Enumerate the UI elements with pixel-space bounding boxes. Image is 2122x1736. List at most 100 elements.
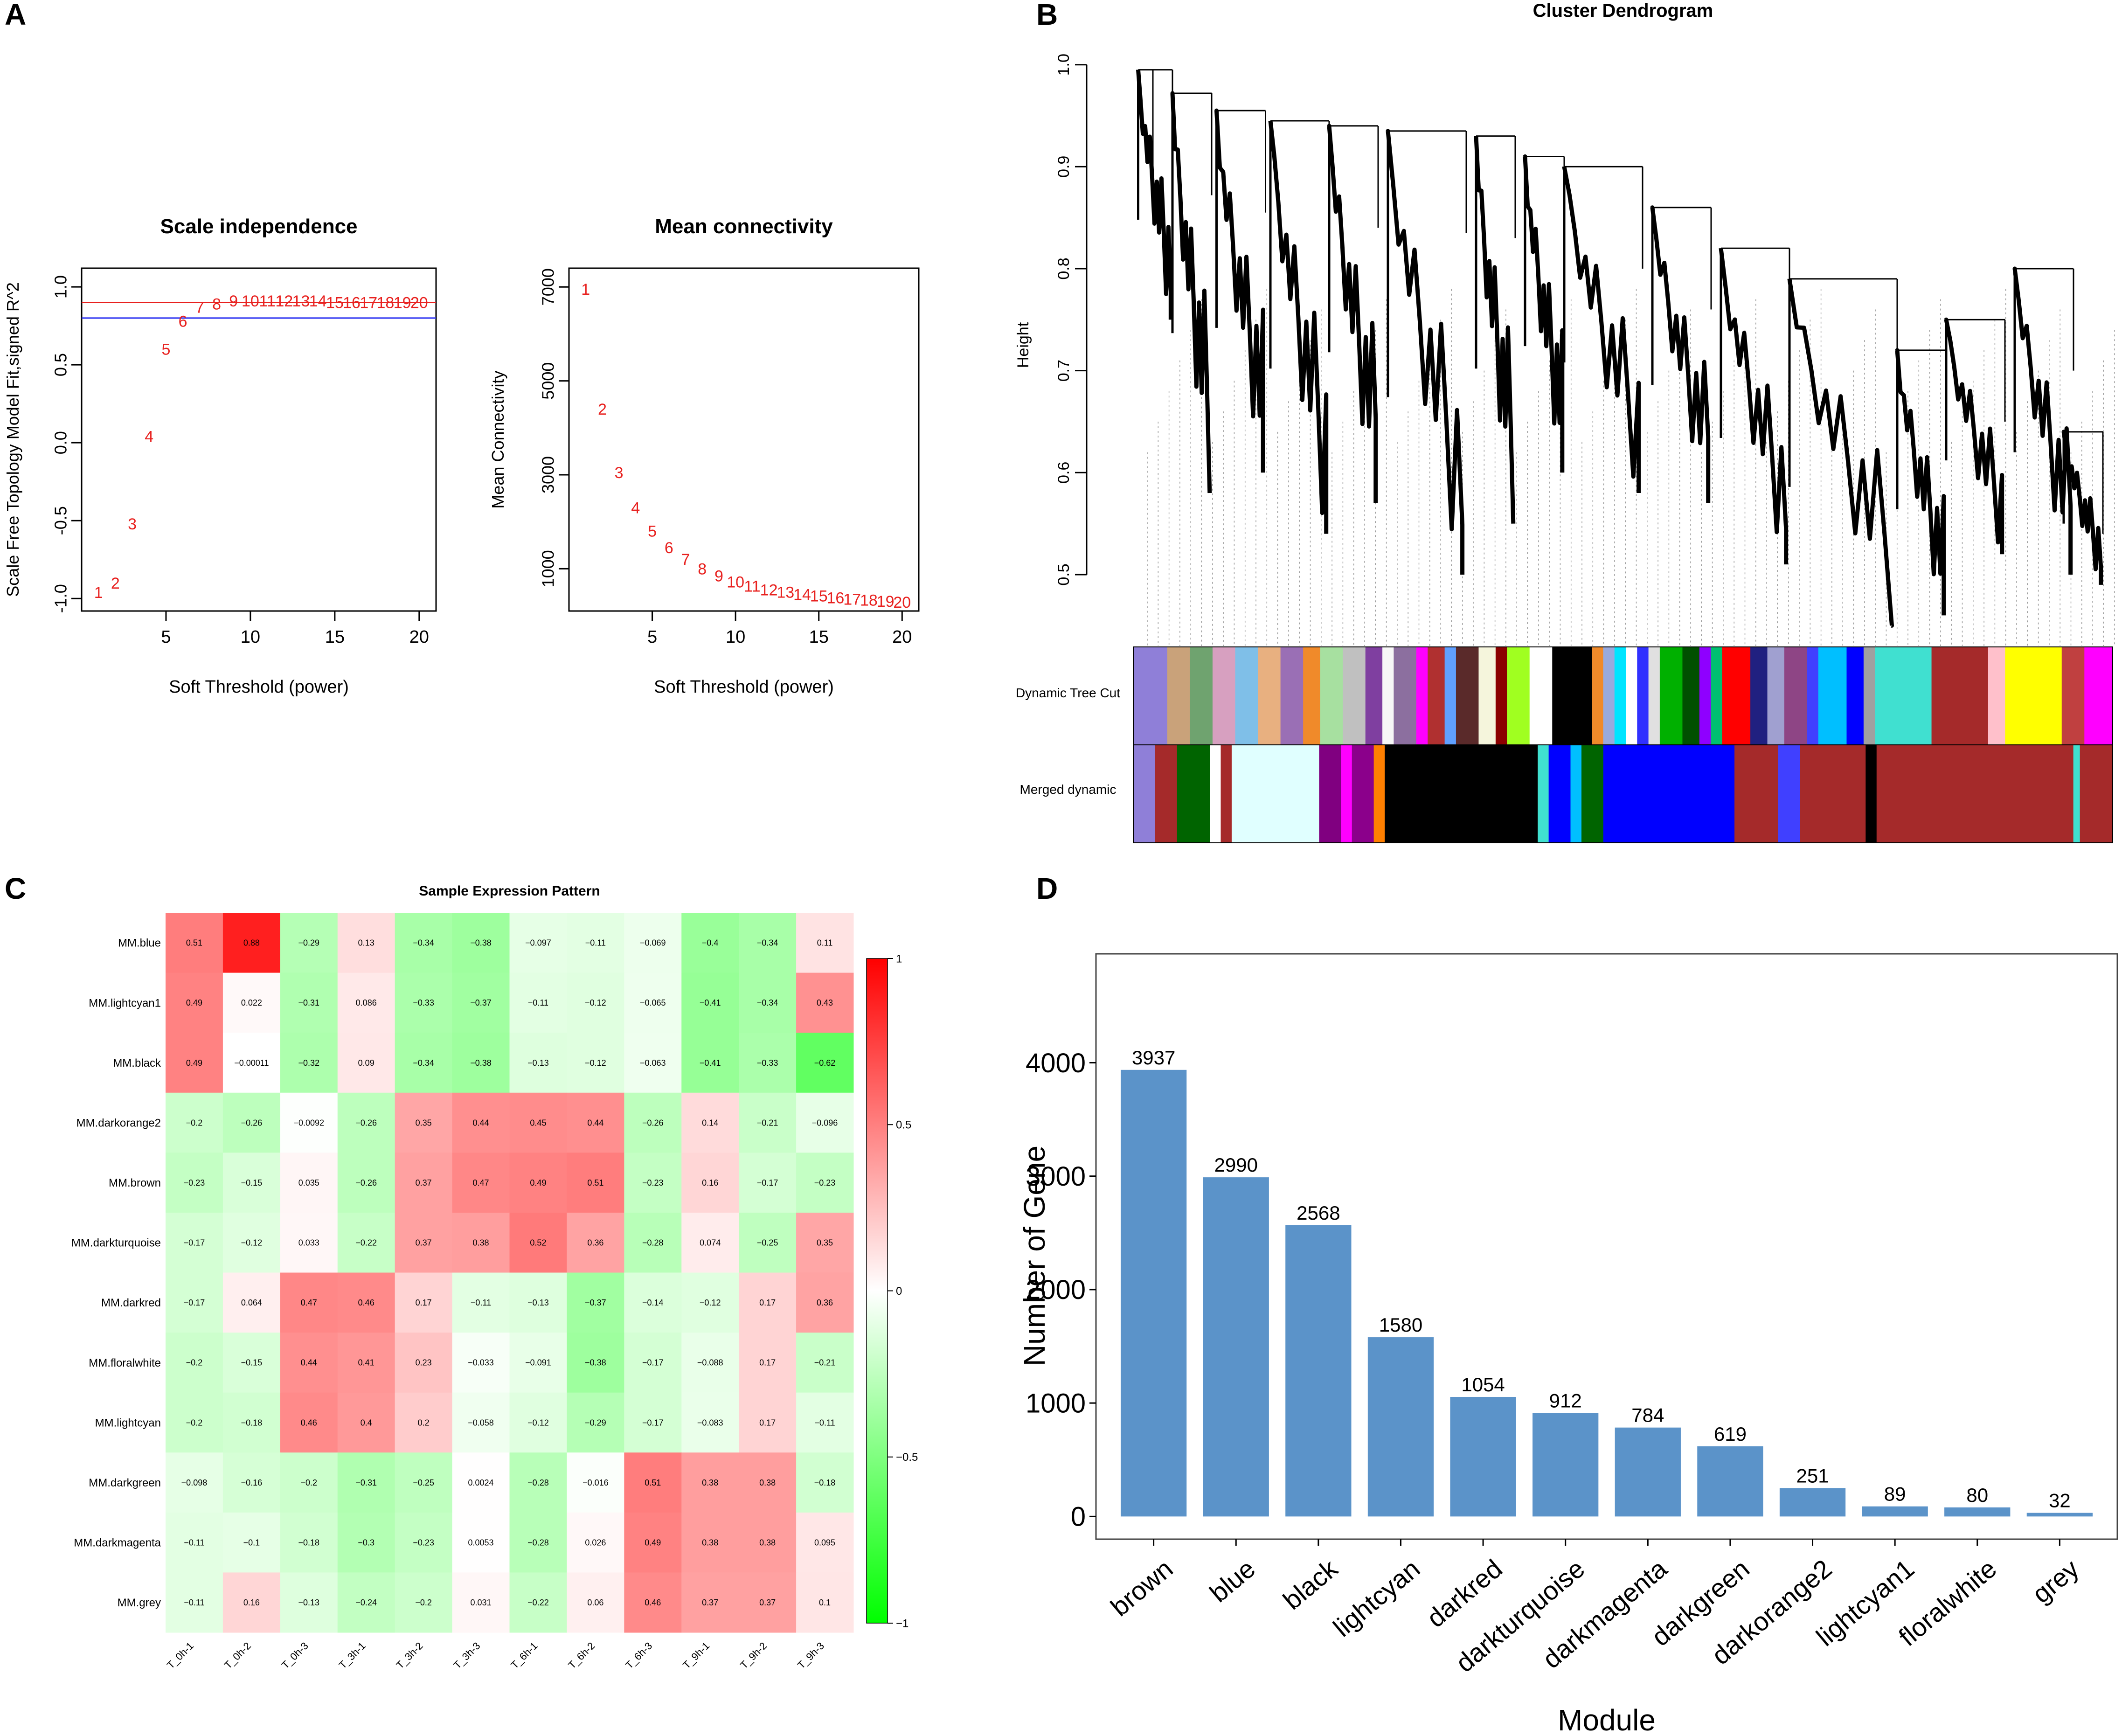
bar-value-label: 89 [1884, 1483, 1906, 1505]
heatmap-row-label: MM.black [113, 1057, 161, 1069]
scale-independence-point-label: 12 [275, 292, 293, 310]
bar-y-tick-label: 0 [1071, 1502, 1086, 1532]
heatmap-cell-label: 0.4 [361, 1418, 372, 1427]
heatmap-cell [796, 972, 854, 1033]
heatmap-cell-label: −0.091 [525, 1358, 551, 1368]
merged-dynamic-bar-segment [1581, 745, 1604, 843]
heatmap-cell [567, 1392, 624, 1453]
heatmap-cell-label: 0.11 [817, 938, 833, 948]
merged-dynamic-bar-segment [2080, 745, 2113, 843]
scale-independence-point-label: 19 [394, 294, 411, 312]
heatmap-cell-label: −0.1 [243, 1538, 260, 1547]
heatmap-cell-label: 0.43 [817, 998, 833, 1007]
heatmap-cell-label: −0.12 [585, 1058, 606, 1068]
heatmap-cell-label: −0.18 [814, 1478, 836, 1487]
heatmap-cell-label: 0.51 [587, 1178, 603, 1187]
dynamic-tree-cut-bar-segment [1784, 647, 1808, 745]
heatmap-cell-label: 0.095 [814, 1538, 835, 1547]
heatmap-cell [509, 1392, 567, 1453]
heatmap-cell-label: 0.51 [186, 938, 202, 948]
dynamic-tree-cut-bar-segment [1988, 647, 2005, 745]
heatmap-cell-label: −0.12 [585, 998, 606, 1007]
mean-connectivity-title: Mean connectivity [655, 215, 833, 238]
heatmap-cell-label: −0.17 [642, 1418, 664, 1427]
heatmap-cell [681, 1333, 739, 1393]
heatmap-cell-label: −0.23 [413, 1538, 434, 1547]
heatmap-cell [567, 1452, 624, 1513]
heatmap-cell-label: 0.16 [243, 1598, 260, 1607]
merged-dynamic-bar-segment [1800, 745, 1866, 843]
mean-connectivity-point-label: 12 [760, 582, 778, 599]
heatmap-cell-label: −0.38 [470, 938, 492, 948]
bar-y-tick-label: 4000 [1026, 1048, 1086, 1078]
heatmap-cell [395, 1333, 453, 1393]
heatmap-cell-label: −0.097 [525, 938, 551, 948]
heatmap-cell [624, 972, 682, 1033]
dynamic-tree-cut-bar-segment [1416, 647, 1428, 745]
dynamic-tree-cut-bar-segment [2084, 647, 2113, 745]
merged-dynamic-bar-segment [1603, 745, 1735, 843]
heatmap-cell-label: −0.13 [298, 1598, 320, 1607]
dynamic-tree-cut-bar-segment [1320, 647, 1343, 745]
heatmap-column-label: T_9h-3 [795, 1640, 826, 1671]
heatmap-cell [796, 913, 854, 973]
dendrogram-branch-cluster [1214, 108, 1265, 473]
heatmap-cell-label: 0.36 [587, 1238, 603, 1248]
heatmap-cell [166, 1092, 223, 1153]
dynamic-tree-cut-bar-segment [1343, 647, 1366, 745]
heatmap-cell [337, 1452, 395, 1513]
heatmap-cell [739, 1452, 797, 1513]
heatmap-cell-label: −0.25 [757, 1238, 778, 1248]
heatmap-cell-label: −0.13 [527, 1058, 549, 1068]
heatmap-cell-label: −0.4 [702, 938, 719, 948]
bar-floralwhite [1944, 1507, 2011, 1517]
heatmap-cell [166, 1033, 223, 1093]
dynamic-tree-cut-bar-segment [1212, 647, 1236, 745]
heatmap-cell [739, 1212, 797, 1273]
heatmap-colorbar [866, 958, 888, 1624]
heatmap-cell [337, 1392, 395, 1453]
heatmap-cell [681, 1153, 739, 1213]
heatmap-row-label: MM.darkturquoise [71, 1237, 161, 1250]
heatmap-cell [280, 1092, 338, 1153]
bar-value-label: 32 [2049, 1490, 2071, 1512]
heatmap-cell [681, 1572, 739, 1633]
panel-label-d: D [1036, 872, 1058, 905]
mean-connectivity-point-label: 13 [777, 584, 794, 602]
heatmap-cell [395, 1153, 453, 1213]
heatmap-cell-label: 0.46 [358, 1298, 374, 1307]
heatmap-cell-label: −0.62 [814, 1058, 836, 1068]
merged-dynamic-bar-segment [1734, 745, 1779, 843]
mean-connectivity-x-label: Soft Threshold (power) [654, 677, 834, 697]
heatmap-cell [681, 913, 739, 973]
heatmap-cell [739, 1092, 797, 1153]
heatmap-cell [222, 1272, 281, 1333]
mean-connectivity-point-label: 4 [631, 499, 640, 517]
heatmap-cell-label: −0.2 [186, 1418, 203, 1427]
heatmap-cell-label: −0.34 [413, 938, 434, 948]
heatmap-cell [166, 1512, 223, 1573]
heatmap-colorbar-label: −0.5 [896, 1451, 918, 1464]
heatmap-cell [624, 1512, 682, 1573]
bar-category-label: brown [1105, 1554, 1178, 1622]
heatmap-cell-label: 0.031 [471, 1598, 492, 1607]
scale-independence-point-label: 3 [128, 515, 137, 533]
bar-category-label: blue [1204, 1554, 1261, 1608]
heatmap-cell [452, 1452, 510, 1513]
dynamic-tree-cut-bar-segment [1529, 647, 1553, 745]
merged-dynamic-bar-segment [1231, 745, 1320, 843]
dendrogram-y-label: Height [1014, 322, 1032, 368]
heatmap-cell-label: −0.17 [642, 1358, 664, 1368]
bar-value-label: 619 [1714, 1423, 1747, 1445]
heatmap-cell-label: 0.46 [301, 1418, 317, 1427]
dendrogram-y-tick-label: 0.9 [1055, 156, 1073, 178]
heatmap-cell-label: 0.0053 [468, 1538, 494, 1547]
heatmap-cell-label: −0.17 [184, 1298, 205, 1307]
heatmap-row-label: MM.blue [118, 937, 161, 950]
heatmap-cell [166, 1333, 223, 1393]
mean-connectivity-x-tick-label: 10 [726, 627, 745, 647]
heatmap-cell [624, 1333, 682, 1393]
dynamic-tree-cut-bar-segment [1767, 647, 1785, 745]
heatmap-cell-label: −0.18 [298, 1538, 320, 1547]
heatmap-cell-label: 0.026 [585, 1538, 606, 1547]
